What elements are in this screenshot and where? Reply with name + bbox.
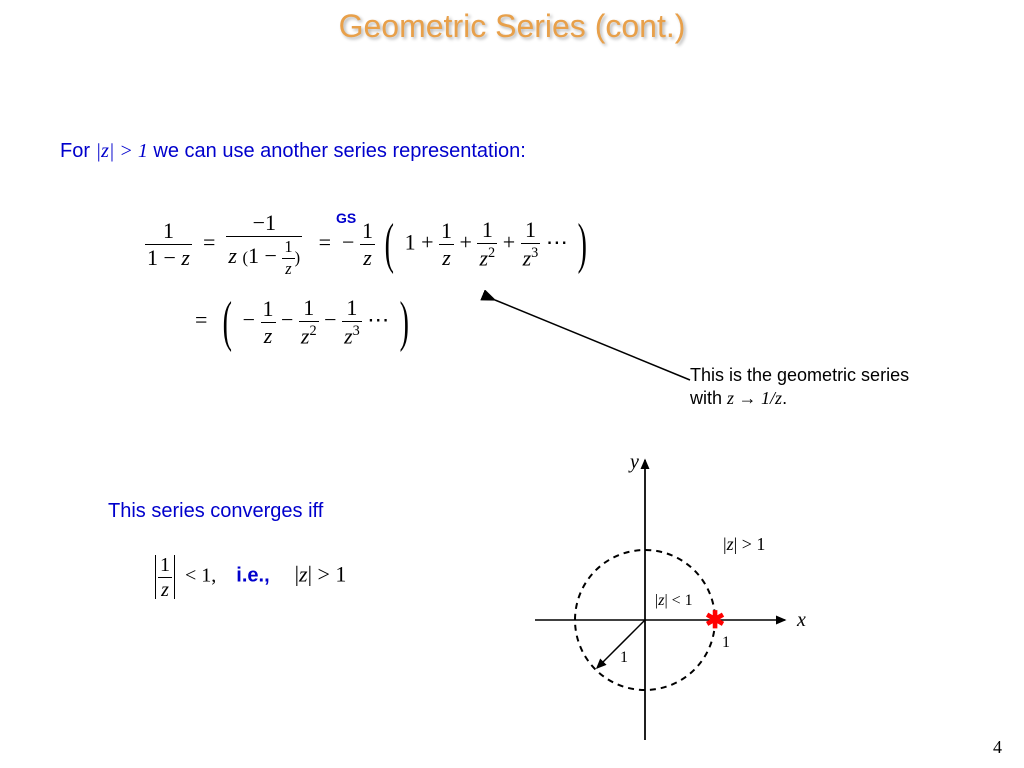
equation-line-1: 11 − z = −1z (1 − 1z) = − 1z ( 1 + 1z + … [145, 212, 592, 277]
annotation-text: This is the geometric series with z → 1/… [690, 364, 909, 411]
equation-line-2: = ( − 1z − 1z2 − 1z3 ⋯ ) [195, 297, 592, 347]
intro-suffix: we can use another series representation… [148, 140, 526, 162]
tick-1: 1 [722, 634, 730, 651]
ie-label: i.e., [236, 565, 269, 587]
annotation-math: z → 1/z [727, 388, 782, 408]
annotation-line-2-post: . [782, 388, 787, 408]
main-equation: 11 − z = −1z (1 − 1z) = − 1z ( 1 + 1z + … [145, 212, 592, 347]
complex-plane-diagram: ✱ y x 1 1 |z| < 1 |z| > 1 [525, 440, 885, 760]
singularity-marker: ✱ [705, 608, 725, 634]
page-number: 4 [993, 737, 1002, 758]
x-axis-label: x [796, 609, 806, 631]
intro-condition: |z| > 1 [96, 140, 148, 162]
convergence-label: This series converges iff [108, 500, 323, 523]
intro-prefix: For [60, 140, 96, 162]
intro-sentence: For |z| > 1 we can use another series re… [60, 140, 526, 163]
annotation-line-2-pre: with [690, 388, 727, 408]
convergence-equation: 1z < 1, i.e., |z| > 1 [155, 555, 346, 599]
annotation-line-1: This is the geometric series [690, 365, 909, 385]
inside-label: |z| < 1 [655, 592, 693, 609]
slide-title: Geometric Series (cont.) [0, 8, 1024, 45]
outside-label: |z| > 1 [723, 534, 765, 554]
y-axis-label: y [628, 451, 639, 473]
radial-1: 1 [620, 649, 628, 666]
